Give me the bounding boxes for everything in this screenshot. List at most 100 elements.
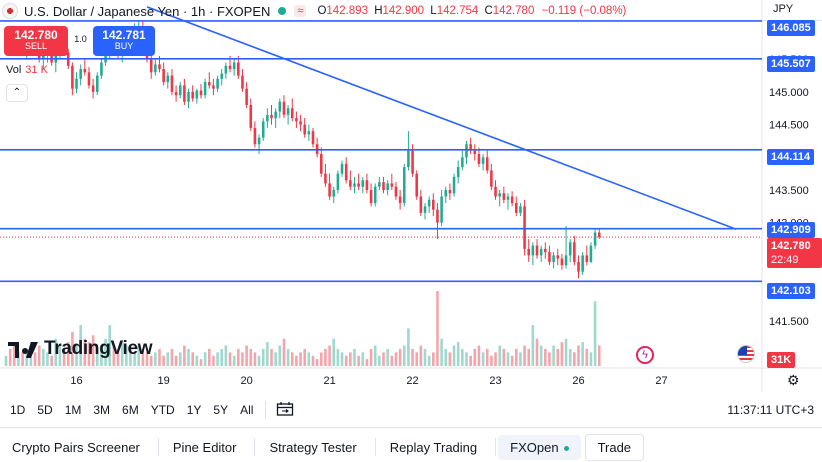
wave-icon[interactable]: ≈ [294,5,307,17]
volume-bar [552,345,555,366]
candle [207,72,211,89]
candle-body [154,64,157,73]
clock[interactable]: 11:37:11 UTC+3 [727,403,814,417]
volume-legend[interactable]: Vol 31 K [6,64,48,76]
range-6m[interactable]: 6M [122,403,139,417]
range-ytd[interactable]: YTD [150,403,175,417]
candle-body [311,131,315,145]
volume-bar [278,345,282,366]
candle-body [394,186,398,197]
level-badge-145507: 145.507 [767,56,815,72]
range-1m[interactable]: 1M [64,403,82,417]
gear-icon[interactable]: ⚙ [787,372,800,388]
tab-pine-editor[interactable]: Pine Editor [172,439,237,455]
volume-bar [353,348,356,366]
candle-body [228,65,232,70]
volume-bar [58,345,62,366]
candle [444,186,448,204]
candle [353,176,356,194]
volume-bar [427,355,431,366]
volume-bar [237,348,240,366]
range-5d[interactable]: 5D [37,403,53,417]
volume-bar [21,352,24,366]
candle-body [224,65,228,74]
candle-body [100,62,103,76]
volume-bar [481,352,485,366]
candle [237,55,240,79]
currency-selector[interactable]: JPY [773,3,794,15]
volume-bar [365,359,369,366]
tradingview-logo[interactable]: TradingView [8,338,153,360]
chart-grid [0,0,822,392]
volume-bar [125,345,128,366]
candle-body [75,78,78,89]
volume-bar [593,301,597,366]
range-5y[interactable]: 5Y [213,403,229,417]
candle [290,98,294,122]
volume-bar [241,352,244,366]
tab-replay-trading[interactable]: Replay Trading [389,439,478,455]
volume-bar [423,348,427,366]
range-divider [265,401,267,419]
candle [199,84,203,99]
candle [577,255,580,279]
candle-body [490,170,493,187]
volume-bar [108,325,112,366]
candle [490,163,493,190]
candle [286,105,290,125]
volume-bar [220,348,224,366]
volume-bar [8,348,12,366]
volume-bar [361,352,365,366]
candle [581,252,584,275]
candle [552,252,555,269]
candle-body [307,131,311,135]
candle-body [473,150,477,155]
volume-badge: 31K [767,352,796,368]
tab-trade[interactable]: Trade [584,433,645,461]
volume-bar [390,355,394,366]
volume-bar [369,348,373,366]
volume-bar [270,348,273,366]
tab-crypto-pairs-screener[interactable]: Crypto Pairs Screener [12,439,140,455]
candle-body [465,144,468,158]
symbol-title[interactable]: U.S. Dollar / Japanese Yen · 1h · FXOPEN [24,3,271,19]
volume-bar [415,352,418,366]
tab-strategy-tester[interactable]: Strategy Tester [269,439,357,455]
candle-body [207,82,211,86]
buy-button[interactable]: 142.781 BUY [93,26,155,56]
us-flag-icon[interactable] [737,345,755,363]
volume-bar [568,348,572,366]
candle [311,127,315,148]
candle-body [481,157,485,164]
lightning-icon[interactable]: ϟ [636,346,654,364]
candle [398,190,402,210]
volume-bar [473,348,477,366]
tradingview-logo-text: TradingView [44,338,153,359]
chevron-up-icon[interactable]: ⌃ [6,84,28,102]
candle-body [282,101,286,115]
sell-button[interactable]: 142.780 SELL [4,26,68,56]
calendar-range-icon[interactable] [272,401,298,420]
volume-bar [477,345,481,366]
candle-body [344,163,348,181]
range-1d[interactable]: 1D [10,403,26,417]
tab-fxopen[interactable]: FXOpen [498,434,581,460]
candle-body [502,193,506,200]
range-all[interactable]: All [240,403,254,417]
volume-bar [13,345,16,366]
range-3m[interactable]: 3M [93,403,111,417]
candle-body [42,55,45,60]
volume-bar [228,352,232,366]
candle [560,254,564,270]
candle [402,163,406,207]
volume-bar [564,338,568,366]
candle-body [589,245,593,262]
candle [448,183,452,200]
candle-body [581,255,584,272]
volume-bar [282,338,286,366]
price-chart[interactable]: 141.500142.000142.500143.000143.500144.0… [0,0,822,392]
candle [170,69,174,96]
range-1y[interactable]: 1Y [186,403,202,417]
candle [589,242,593,264]
volume-bar [432,352,435,366]
